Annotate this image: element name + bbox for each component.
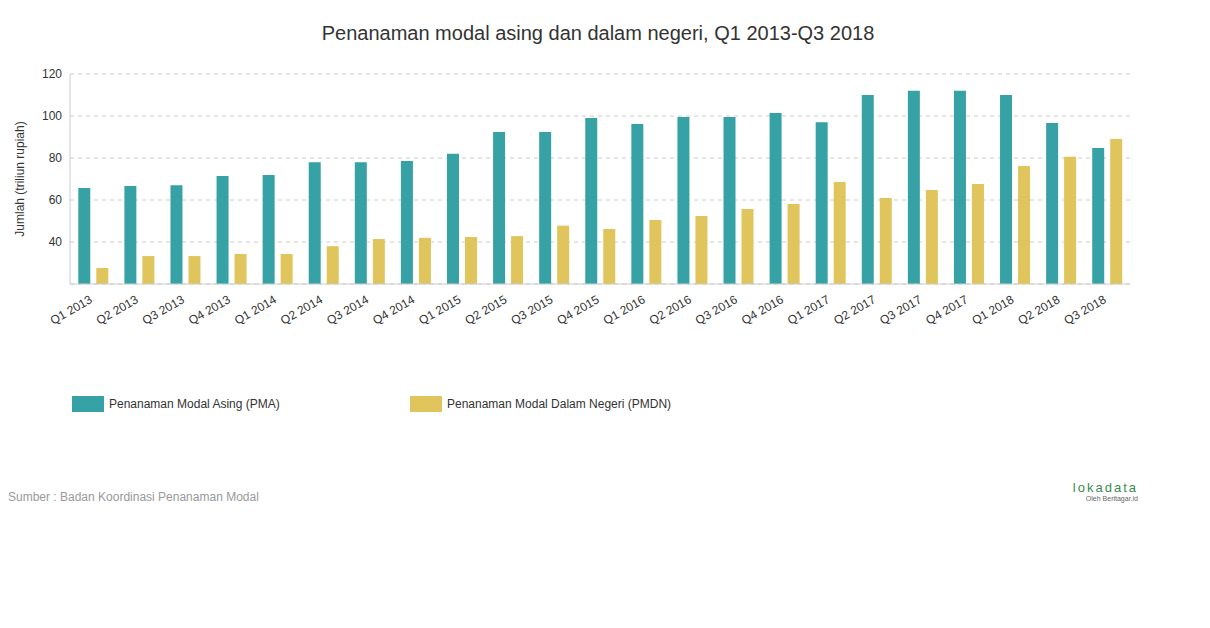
svg-text:Q1 2016: Q1 2016: [601, 292, 648, 327]
html-text:Penanaman modal asing dan dala: Penanaman modal asing dan dalam negeri, …: [321, 22, 875, 44]
html-text:Penanaman Modal Dalam Negeri (: Penanaman Modal Dalam Negeri (PMDN): [447, 397, 672, 411]
html-text:Penanaman Modal Asing (PMA): Penanaman Modal Asing (PMA): [109, 397, 280, 411]
html-text:lokadata: lokadata: [1072, 480, 1138, 495]
svg-text:Q1 2014: Q1 2014: [232, 292, 279, 327]
html-text:Oleh Beritagar.id: Oleh Beritagar.id: [1085, 495, 1138, 502]
svg-text:Q3 2013: Q3 2013: [140, 292, 187, 327]
svg-text:Q2 2016: Q2 2016: [647, 292, 694, 327]
svg-text:Q3 2014: Q3 2014: [324, 292, 371, 327]
svg-text:Q4 2017: Q4 2017: [923, 292, 970, 327]
svg-text:80: 80: [49, 151, 63, 165]
svg-text:Q2 2013: Q2 2013: [94, 292, 141, 327]
svg-text:Q4 2013: Q4 2013: [186, 292, 233, 327]
html-text:Sumber : Badan Koordinasi Pena: Sumber : Badan Koordinasi Penanaman Moda…: [8, 490, 259, 504]
svg-text:40: 40: [49, 235, 63, 249]
svg-text:Q2 2018: Q2 2018: [1015, 292, 1062, 327]
svg-text:Q2 2017: Q2 2017: [831, 292, 878, 327]
svg-text:Q1 2018: Q1 2018: [969, 292, 1016, 327]
svg-text:Q1 2015: Q1 2015: [416, 292, 463, 327]
svg-text:100: 100: [42, 109, 62, 123]
svg-text:Q1 2013: Q1 2013: [48, 292, 95, 327]
svg-text:Q1 2017: Q1 2017: [785, 292, 832, 327]
svg-text:Q4 2015: Q4 2015: [555, 292, 602, 327]
svg-text:Q3 2017: Q3 2017: [877, 292, 924, 327]
svg-text:Q2 2015: Q2 2015: [462, 292, 509, 327]
svg-text:Q3 2016: Q3 2016: [693, 292, 740, 327]
svg-text:60: 60: [49, 193, 63, 207]
svg-text:Q2 2014: Q2 2014: [278, 292, 325, 327]
svg-text:120: 120: [42, 67, 62, 81]
svg-text:Q3 2018: Q3 2018: [1062, 292, 1109, 327]
svg-text:Q4 2014: Q4 2014: [370, 292, 417, 327]
svg-text:Jumlah (triliun rupiah): Jumlah (triliun rupiah): [13, 121, 27, 236]
svg-text:Q4 2016: Q4 2016: [739, 292, 786, 327]
svg-text:Q3 2015: Q3 2015: [509, 292, 556, 327]
